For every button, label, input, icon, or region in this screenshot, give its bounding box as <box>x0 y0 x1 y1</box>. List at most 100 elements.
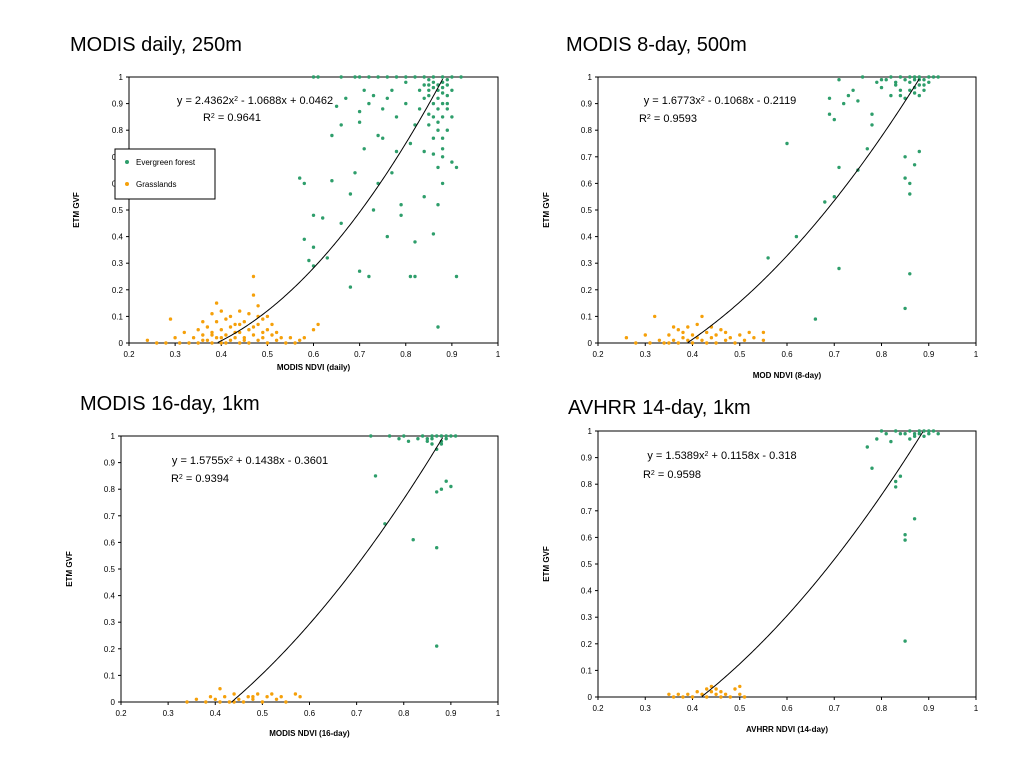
evergreen-point <box>922 429 926 433</box>
x-tick-label: 0.2 <box>592 350 604 359</box>
evergreen-point <box>827 96 832 101</box>
x-tick-label: 0.8 <box>876 350 888 359</box>
y-tick-label: 0.8 <box>581 126 593 135</box>
evergreen-point <box>842 101 846 106</box>
grasslands-point <box>219 328 223 332</box>
evergreen-point <box>785 141 789 146</box>
grasslands-point <box>224 333 228 337</box>
grasslands-point <box>227 700 232 704</box>
evergreen-point <box>385 96 389 101</box>
evergreen-point <box>311 75 316 79</box>
evergreen-point <box>444 434 448 438</box>
y-tick-label: 0.7 <box>581 153 593 162</box>
evergreen-point <box>908 272 912 276</box>
evergreen-point <box>875 80 879 85</box>
evergreen-point <box>851 88 855 93</box>
evergreen-point <box>832 117 836 122</box>
evergreen-point <box>903 639 907 643</box>
panel-title-modis-16day: MODIS 16-day, 1km <box>80 393 260 415</box>
x-axis-label: MODIS NDVI (16-day) <box>269 729 350 738</box>
evergreen-point <box>436 203 440 207</box>
evergreen-point <box>427 123 431 127</box>
evergreen-point <box>903 538 907 542</box>
evergreen-point <box>894 479 898 484</box>
grasslands-point <box>714 692 718 696</box>
x-tick-label: 0.9 <box>446 350 458 359</box>
y-tick-label: 0.6 <box>581 533 593 542</box>
evergreen-point <box>406 439 411 443</box>
evergreen-point <box>908 181 912 186</box>
evergreen-point <box>431 115 436 119</box>
evergreen-point <box>435 644 439 648</box>
evergreen-point <box>311 213 316 217</box>
evergreen-point <box>373 474 378 478</box>
fit-curve <box>701 431 924 697</box>
grasslands-point <box>298 338 302 342</box>
evergreen-point <box>390 88 394 93</box>
y-tick-label: 0.8 <box>581 480 593 489</box>
evergreen-point <box>394 149 399 154</box>
evergreen-point <box>367 75 371 79</box>
y-tick-label: 0.8 <box>104 485 116 494</box>
grasslands-point <box>681 695 685 699</box>
grasslands-point <box>238 322 242 327</box>
grasslands-point <box>728 695 732 699</box>
evergreen-point <box>912 75 917 79</box>
evergreen-point <box>440 136 445 140</box>
x-tick-label: 0.9 <box>923 350 935 359</box>
evergreen-point <box>431 101 436 106</box>
grasslands-point <box>251 293 256 297</box>
evergreen-point <box>387 434 392 438</box>
grasslands-point <box>210 341 214 345</box>
evergreen-point <box>431 75 436 79</box>
evergreen-point <box>427 83 431 87</box>
grasslands-point <box>256 338 260 342</box>
evergreen-point <box>908 437 912 441</box>
evergreen-point <box>917 83 921 87</box>
x-tick-label: 0.7 <box>829 704 841 713</box>
evergreen-point <box>316 75 320 79</box>
grasslands-point <box>293 341 297 345</box>
grasslands-point <box>251 325 256 329</box>
grasslands-point <box>201 333 205 337</box>
x-tick-label: 0.5 <box>734 704 746 713</box>
evergreen-point <box>325 256 329 260</box>
evergreen-point <box>436 128 440 132</box>
x-tick-label: 0.8 <box>876 704 888 713</box>
evergreen-point <box>440 91 445 95</box>
evergreen-point <box>449 434 453 438</box>
grasslands-point <box>293 692 298 696</box>
y-axis-label: ETM GVF <box>65 551 74 587</box>
evergreen-point <box>348 285 353 289</box>
grasslands-point <box>705 330 709 335</box>
evergreen-point <box>450 160 454 164</box>
grasslands-point <box>256 692 260 696</box>
y-tick-label: 0.3 <box>104 618 116 627</box>
grasslands-point <box>733 341 737 345</box>
evergreen-point <box>860 75 865 79</box>
evergreen-point <box>879 429 884 433</box>
x-tick-label: 0.2 <box>592 704 604 713</box>
panel-title-modis-8day: MODIS 8-day, 500m <box>566 34 747 56</box>
grasslands-point <box>709 690 714 694</box>
evergreen-point <box>435 490 439 494</box>
x-tick-label: 0.4 <box>216 350 228 359</box>
x-tick-label: 0.5 <box>257 709 269 718</box>
grasslands-point <box>709 336 714 340</box>
y-tick-label: 0.2 <box>581 286 593 295</box>
evergreen-point <box>450 88 454 93</box>
x-tick-label: 0.4 <box>687 704 699 713</box>
grasslands-point <box>671 338 676 342</box>
x-tick-label: 1 <box>974 704 979 713</box>
evergreen-point <box>381 136 385 140</box>
evergreen-point <box>353 75 357 79</box>
grasslands-point <box>228 314 233 319</box>
evergreen-point <box>330 179 334 183</box>
evergreen-point <box>430 442 434 446</box>
y-tick-label: 0.3 <box>581 613 593 622</box>
legend-marker-grasslands <box>125 182 129 186</box>
evergreen-point <box>307 258 311 263</box>
legend-label-evergreen: Evergreen forest <box>136 158 196 167</box>
y-tick-label: 0.1 <box>581 666 593 675</box>
grasslands-point <box>681 336 685 340</box>
